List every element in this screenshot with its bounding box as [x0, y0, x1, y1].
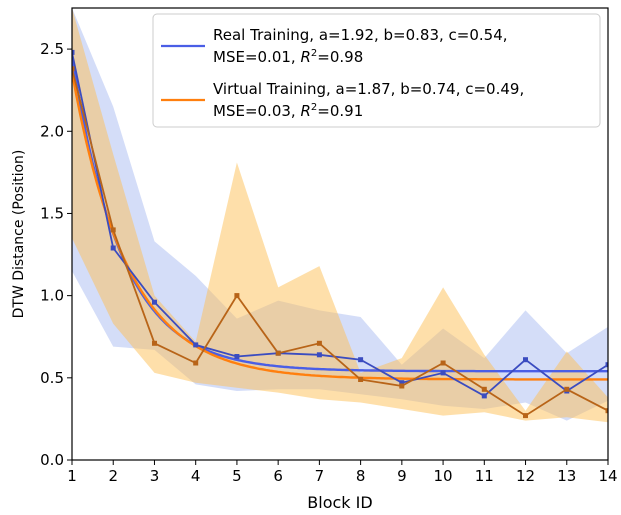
x-tick-label: 9: [397, 467, 407, 485]
data-point-real: [399, 380, 405, 386]
x-tick-label: 13: [557, 467, 576, 485]
data-point-real: [110, 245, 116, 251]
x-tick-label: 5: [232, 467, 242, 485]
y-tick-label: 2.0: [40, 122, 64, 140]
legend-box: [152, 13, 601, 128]
y-tick-label: 1.5: [40, 204, 64, 222]
y-tick-label: 1.0: [40, 287, 64, 305]
data-point-virtual: [275, 350, 281, 356]
data-point-virtual: [523, 413, 528, 419]
data-point-real: [72, 49, 75, 55]
data-point-real: [523, 357, 528, 363]
y-axis: 0.0 0.5 1.0 1.5 2.0 2.5: [40, 40, 72, 469]
y-axis-label: DTW Distance (Position): [11, 150, 27, 319]
data-point-virtual: [399, 383, 405, 389]
data-point-virtual: [110, 227, 116, 233]
x-tick-label: 3: [150, 467, 160, 485]
x-tick-label: 10: [434, 467, 453, 485]
data-point-virtual: [440, 360, 446, 366]
x-tick-label: 1: [67, 467, 77, 485]
fit-curve-virtual: [72, 71, 608, 381]
legend-label-virtual-line1: Virtual Training, a=1.87, b=0.74, c=0.49…: [213, 80, 524, 98]
x-tick-label: 4: [191, 467, 201, 485]
plot-frame: [71, 7, 609, 461]
band-virtual: [72, 8, 608, 423]
y-tick-label: 0.0: [40, 451, 64, 469]
data-point-real: [440, 370, 446, 376]
confidence-bands: [72, 8, 608, 423]
data-line-virtual: [72, 68, 608, 417]
fit-curves: [72, 55, 608, 381]
data-point-virtual: [564, 386, 570, 392]
data-point-real: [316, 352, 322, 358]
data-line-real: [72, 52, 608, 397]
x-axis-label: Block ID: [307, 493, 372, 512]
y-tick-label: 0.5: [40, 369, 64, 387]
data-point-virtual: [234, 293, 240, 299]
data-point-virtual: [481, 386, 487, 392]
legend-label-virtual-line2: MSE=0.03, R2=0.91: [213, 102, 363, 120]
data-point-real: [152, 299, 157, 305]
data-point-virtual: [72, 66, 75, 72]
x-tick-label: 14: [598, 467, 617, 485]
x-tick-label: 11: [475, 467, 494, 485]
x-tick-label: 6: [273, 467, 283, 485]
x-tick-label: 7: [315, 467, 325, 485]
data-point-virtual: [316, 340, 322, 346]
data-point-real: [234, 354, 240, 359]
data-point-real: [481, 393, 487, 399]
legend-label-real-line1: Real Training, a=1.92, b=0.83, c=0.54,: [213, 26, 508, 44]
x-axis: 1 2 3 4 5 6 7 8 9 10 11 12 13 14: [67, 460, 618, 485]
x-tick-label: 2: [108, 467, 118, 485]
x-tick-label: 8: [356, 467, 366, 485]
legend: Real Training, a=1.92, b=0.83, c=0.54, M…: [152, 13, 601, 128]
data-point-virtual: [152, 340, 157, 346]
data-point-virtual: [193, 360, 199, 366]
y-tick-label: 2.5: [40, 40, 64, 58]
data-point-real: [605, 362, 608, 368]
data-point-real: [358, 357, 364, 363]
legend-label-real-line2: MSE=0.01, R2=0.98: [213, 48, 363, 66]
data-markers: [72, 49, 608, 419]
x-tick-label: 12: [516, 467, 535, 485]
data-lines: [72, 52, 608, 417]
data-point-virtual: [605, 408, 608, 414]
data-point-virtual: [358, 377, 364, 382]
data-point-real: [193, 342, 199, 348]
